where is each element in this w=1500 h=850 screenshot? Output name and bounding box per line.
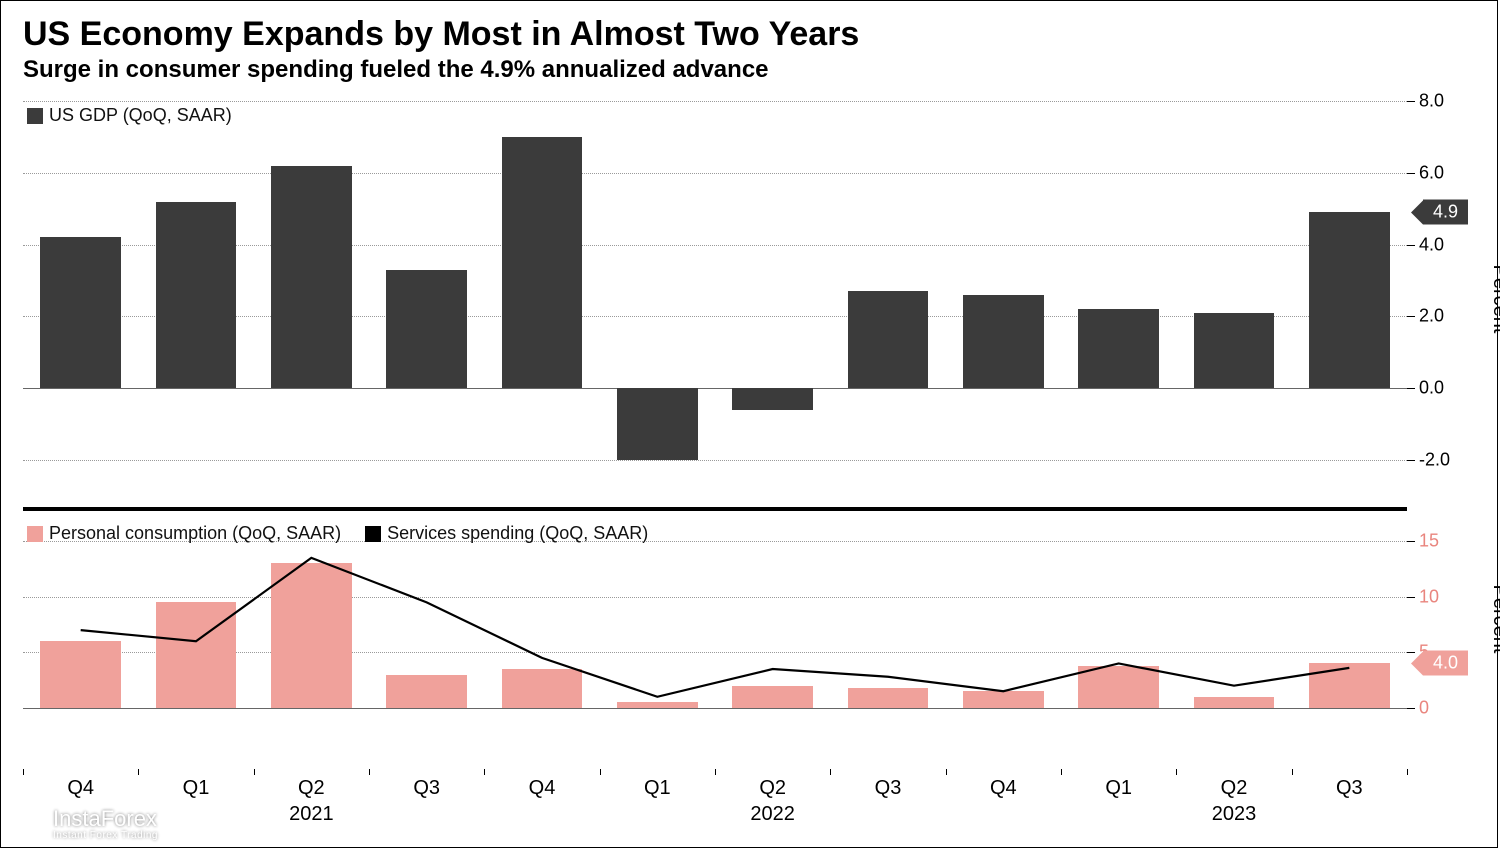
ytick-label: 15 xyxy=(1419,531,1439,552)
ytick-mark xyxy=(1407,101,1415,102)
panel-gdp: US GDP (QoQ, SAAR) -2.00.02.04.06.08.04.… xyxy=(23,101,1407,496)
bar xyxy=(1078,309,1159,388)
line-series xyxy=(23,519,1407,719)
xtick-mark xyxy=(1407,769,1408,775)
chart-subtitle: Surge in consumer spending fueled the 4.… xyxy=(1,56,1497,92)
watermark-text: InstaForex Instant Forex Trading xyxy=(53,808,158,841)
ytick-label: 8.0 xyxy=(1419,91,1444,112)
watermark-tagline: Instant Forex Trading xyxy=(53,830,158,841)
legend-label-pc: Personal consumption (QoQ, SAAR) xyxy=(49,523,341,544)
xtick-mark xyxy=(1061,769,1062,775)
xtick-label: Q1 xyxy=(1105,777,1132,800)
legend-swatch-gdp xyxy=(27,108,43,124)
xtick-mark xyxy=(23,769,24,775)
legend-swatch-pc xyxy=(27,526,43,542)
legend-label-gdp: US GDP (QoQ, SAAR) xyxy=(49,105,232,126)
ytick-label: 6.0 xyxy=(1419,162,1444,183)
legend-top: US GDP (QoQ, SAAR) xyxy=(27,105,232,126)
xtick-label: Q4 xyxy=(529,777,556,800)
legend-bottom: Personal consumption (QoQ, SAAR) Service… xyxy=(27,523,648,544)
ytick-label: -2.0 xyxy=(1419,450,1450,471)
bar xyxy=(156,202,237,389)
bar xyxy=(963,295,1044,388)
legend-item-pc: Personal consumption (QoQ, SAAR) xyxy=(27,523,341,544)
panels-area: US GDP (QoQ, SAAR) -2.00.02.04.06.08.04.… xyxy=(23,101,1407,775)
bar xyxy=(271,166,352,389)
year-label: 2023 xyxy=(1212,803,1257,826)
ytick-mark xyxy=(1407,245,1415,246)
ytick-label: 0.0 xyxy=(1419,378,1444,399)
ytick-mark xyxy=(1407,173,1415,174)
year-label: 2021 xyxy=(289,803,334,826)
xtick-label: Q2 xyxy=(298,777,325,800)
panel-divider xyxy=(23,507,1407,511)
gridline xyxy=(23,173,1407,174)
bar xyxy=(40,237,121,388)
ytick-mark xyxy=(1407,460,1415,461)
watermark: InstaForex Instant Forex Trading xyxy=(11,807,158,841)
plot-consumption: 0510154.0 xyxy=(23,519,1407,719)
ytick-mark xyxy=(1407,708,1415,709)
callout: 4.9 xyxy=(1411,200,1468,225)
legend-swatch-ss xyxy=(365,526,381,542)
xtick-mark xyxy=(946,769,947,775)
gridline xyxy=(23,101,1407,102)
plot-gdp: -2.00.02.04.06.08.04.9 xyxy=(23,101,1407,496)
bar xyxy=(502,137,583,388)
ytick-mark xyxy=(1407,316,1415,317)
watermark-gear-icon xyxy=(11,807,45,841)
xtick-label: Q4 xyxy=(67,777,94,800)
bar xyxy=(848,291,929,388)
bar xyxy=(1194,313,1275,388)
xtick-label: Q1 xyxy=(183,777,210,800)
ytick-label: 0 xyxy=(1419,697,1429,718)
xtick-mark xyxy=(1176,769,1177,775)
xtick-label: Q3 xyxy=(1336,777,1363,800)
ytick-mark xyxy=(1407,597,1415,598)
watermark-brand: InstaForex xyxy=(53,808,158,830)
legend-item-gdp: US GDP (QoQ, SAAR) xyxy=(27,105,232,126)
xtick-mark xyxy=(1292,769,1293,775)
xtick-label: Q2 xyxy=(1221,777,1248,800)
gridline xyxy=(23,460,1407,461)
callout-label: 4.0 xyxy=(1423,651,1468,676)
ytick-mark xyxy=(1407,388,1415,389)
xtick-mark xyxy=(369,769,370,775)
xtick-label: Q4 xyxy=(990,777,1017,800)
bar xyxy=(386,270,467,389)
callout-label: 4.9 xyxy=(1423,200,1468,225)
legend-label-ss: Services spending (QoQ, SAAR) xyxy=(387,523,648,544)
xtick-mark xyxy=(715,769,716,775)
xtick-label: Q1 xyxy=(644,777,671,800)
bar xyxy=(1309,212,1390,388)
xtick-label: Q3 xyxy=(413,777,440,800)
ytick-mark xyxy=(1407,541,1415,542)
ytick-label: 10 xyxy=(1419,586,1439,607)
panel-consumption: Personal consumption (QoQ, SAAR) Service… xyxy=(23,519,1407,719)
legend-item-ss: Services spending (QoQ, SAAR) xyxy=(365,523,648,544)
bar xyxy=(732,388,813,410)
bar xyxy=(617,388,698,460)
yaxis-title-bottom: Percent xyxy=(1488,585,1500,654)
xtick-mark xyxy=(600,769,601,775)
xtick-label: Q3 xyxy=(875,777,902,800)
xtick-mark xyxy=(830,769,831,775)
xtick-mark xyxy=(254,769,255,775)
year-label: 2022 xyxy=(750,803,795,826)
figure-container: US Economy Expands by Most in Almost Two… xyxy=(0,0,1498,848)
yaxis-title-top: Percent xyxy=(1488,264,1500,333)
chart-title: US Economy Expands by Most in Almost Two… xyxy=(1,1,1497,56)
x-axis: Q4 Q1 Q2 Q3 Q4 Q1 Q2 Q3 Q4 Q1 Q2 Q3 2021 2022 2023 xyxy=(23,777,1407,837)
xtick-mark xyxy=(138,769,139,775)
callout: 4.0 xyxy=(1411,651,1468,676)
xtick-label: Q2 xyxy=(759,777,786,800)
ytick-label: 2.0 xyxy=(1419,306,1444,327)
zero-line xyxy=(23,388,1407,389)
xtick-mark xyxy=(484,769,485,775)
ytick-label: 4.0 xyxy=(1419,234,1444,255)
